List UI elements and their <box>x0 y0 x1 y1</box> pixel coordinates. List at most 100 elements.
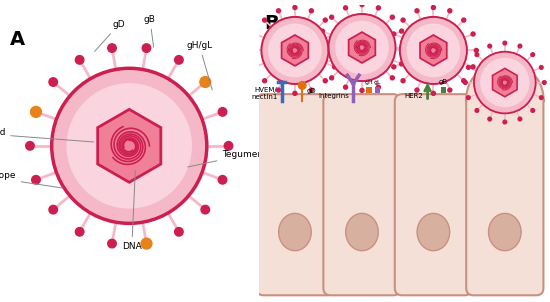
Circle shape <box>262 79 267 83</box>
Text: B: B <box>265 14 279 33</box>
Circle shape <box>415 88 419 92</box>
Circle shape <box>466 96 470 99</box>
Circle shape <box>336 48 340 53</box>
Circle shape <box>488 117 492 121</box>
Text: gH/gL: gH/gL <box>186 40 212 90</box>
Circle shape <box>390 76 394 80</box>
Circle shape <box>49 78 57 86</box>
FancyBboxPatch shape <box>441 88 446 93</box>
Text: A: A <box>10 30 25 49</box>
Text: gD: gD <box>95 20 125 51</box>
Circle shape <box>431 91 436 95</box>
Circle shape <box>474 52 536 113</box>
Circle shape <box>277 88 280 92</box>
Circle shape <box>344 6 348 10</box>
Circle shape <box>462 18 466 22</box>
Circle shape <box>503 120 507 124</box>
Circle shape <box>323 18 327 22</box>
Circle shape <box>464 81 467 84</box>
Polygon shape <box>98 109 161 182</box>
Circle shape <box>293 91 297 95</box>
Circle shape <box>471 32 475 36</box>
Circle shape <box>475 109 478 112</box>
Circle shape <box>392 32 396 36</box>
Circle shape <box>401 79 405 83</box>
Circle shape <box>262 18 267 22</box>
Circle shape <box>407 24 460 77</box>
Circle shape <box>32 175 40 184</box>
Circle shape <box>333 32 337 36</box>
Circle shape <box>261 17 328 84</box>
Circle shape <box>299 82 306 89</box>
Circle shape <box>376 85 381 89</box>
Circle shape <box>518 117 522 121</box>
Circle shape <box>344 85 348 89</box>
Circle shape <box>518 44 522 48</box>
Polygon shape <box>349 32 375 63</box>
Circle shape <box>49 205 57 214</box>
Circle shape <box>320 29 324 33</box>
Circle shape <box>67 84 191 208</box>
Circle shape <box>320 62 324 66</box>
FancyBboxPatch shape <box>375 88 381 93</box>
Circle shape <box>323 79 327 83</box>
Circle shape <box>75 56 84 64</box>
Polygon shape <box>282 35 309 66</box>
Text: DNA: DNA <box>122 170 142 251</box>
Circle shape <box>475 53 478 56</box>
Ellipse shape <box>488 214 521 251</box>
Polygon shape <box>493 68 517 97</box>
Polygon shape <box>420 35 447 66</box>
FancyBboxPatch shape <box>366 88 372 93</box>
Circle shape <box>309 88 313 92</box>
Circle shape <box>174 227 183 236</box>
FancyBboxPatch shape <box>395 94 472 295</box>
Circle shape <box>108 239 116 248</box>
Circle shape <box>142 44 151 52</box>
Circle shape <box>250 48 254 53</box>
Text: Nucleocapsid: Nucleocapsid <box>0 128 94 142</box>
Circle shape <box>481 59 529 107</box>
Circle shape <box>540 96 543 99</box>
Circle shape <box>531 53 535 56</box>
Circle shape <box>466 66 470 69</box>
Circle shape <box>448 9 452 13</box>
FancyBboxPatch shape <box>323 94 400 295</box>
Text: gB: gB <box>439 79 448 85</box>
Circle shape <box>448 88 452 92</box>
Circle shape <box>309 9 313 13</box>
Circle shape <box>277 9 280 13</box>
Ellipse shape <box>346 214 378 251</box>
Circle shape <box>254 32 257 36</box>
Circle shape <box>390 15 394 19</box>
Circle shape <box>488 44 492 48</box>
Circle shape <box>26 142 34 150</box>
Circle shape <box>333 65 337 69</box>
FancyBboxPatch shape <box>466 94 543 295</box>
Circle shape <box>540 66 543 69</box>
Circle shape <box>474 48 478 53</box>
Text: gL: gL <box>374 80 382 85</box>
Circle shape <box>471 65 475 69</box>
Circle shape <box>403 46 407 50</box>
Circle shape <box>174 56 183 64</box>
Circle shape <box>200 77 211 88</box>
Circle shape <box>75 227 84 236</box>
Circle shape <box>224 142 233 150</box>
Circle shape <box>317 46 321 50</box>
Circle shape <box>388 48 393 53</box>
Text: HER2: HER2 <box>404 92 423 98</box>
Circle shape <box>218 108 227 116</box>
Text: gB: gB <box>144 15 156 47</box>
Circle shape <box>31 106 41 117</box>
Circle shape <box>400 17 467 84</box>
Ellipse shape <box>417 214 450 251</box>
Circle shape <box>401 18 405 22</box>
Text: HVEM/
nectin1: HVEM/ nectin1 <box>251 87 277 100</box>
Circle shape <box>392 65 396 69</box>
Circle shape <box>400 62 404 66</box>
Circle shape <box>531 109 535 112</box>
Circle shape <box>329 15 334 19</box>
Circle shape <box>108 44 116 52</box>
Circle shape <box>336 21 388 74</box>
